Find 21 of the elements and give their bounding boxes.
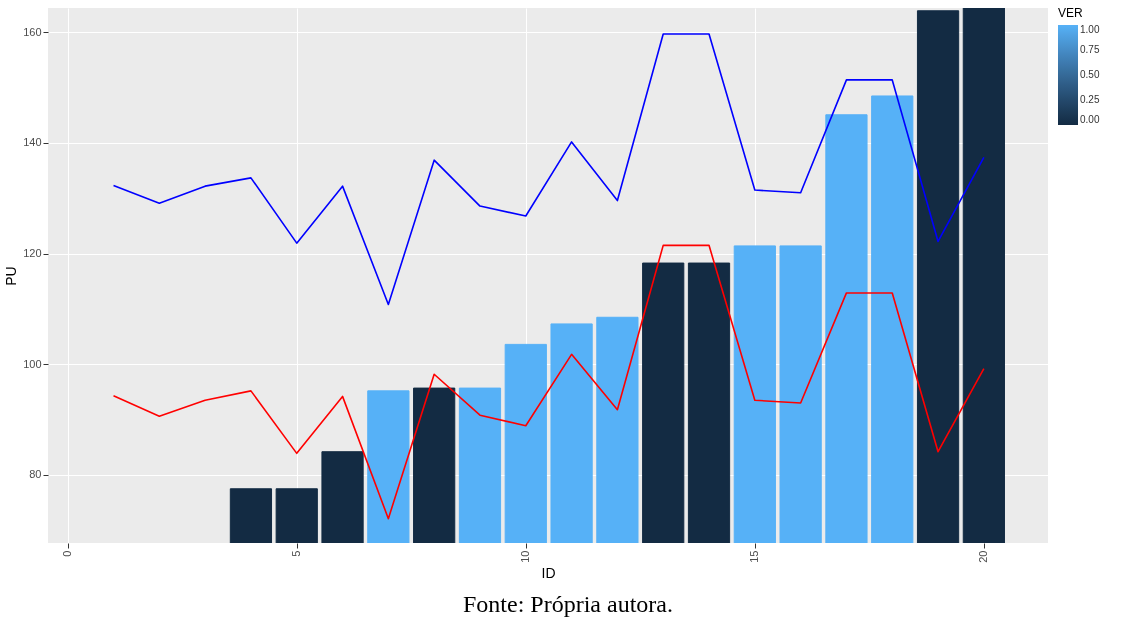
y-tick-label: 120 bbox=[23, 247, 42, 260]
line-series bbox=[112, 244, 985, 520]
y-tick-label: 100 bbox=[23, 357, 42, 370]
color-bar-title: VER bbox=[1058, 6, 1084, 20]
y-axis-title: PU bbox=[3, 266, 20, 286]
color-bar-label: 1.00 bbox=[1080, 24, 1100, 35]
y-tick-label: 80 bbox=[29, 468, 42, 481]
y-tick-label: 160 bbox=[23, 25, 42, 38]
x-tick-label: 20 bbox=[977, 550, 990, 563]
color-bar-label: 0.00 bbox=[1080, 114, 1100, 125]
color-bar-label: 0.75 bbox=[1080, 44, 1100, 55]
x-axis-title: ID bbox=[541, 564, 556, 581]
line-series bbox=[112, 33, 985, 306]
x-tick-label: 15 bbox=[748, 550, 761, 563]
x-tick-label: 0 bbox=[61, 550, 74, 557]
color-bar-label: 0.25 bbox=[1080, 94, 1100, 105]
x-tick-label: 5 bbox=[290, 550, 303, 557]
source-note: Fonte: Própria autora. bbox=[462, 591, 674, 618]
color-bar-label: 0.50 bbox=[1080, 69, 1100, 80]
x-tick-label: 10 bbox=[519, 550, 532, 563]
y-tick-label: 140 bbox=[23, 136, 42, 149]
